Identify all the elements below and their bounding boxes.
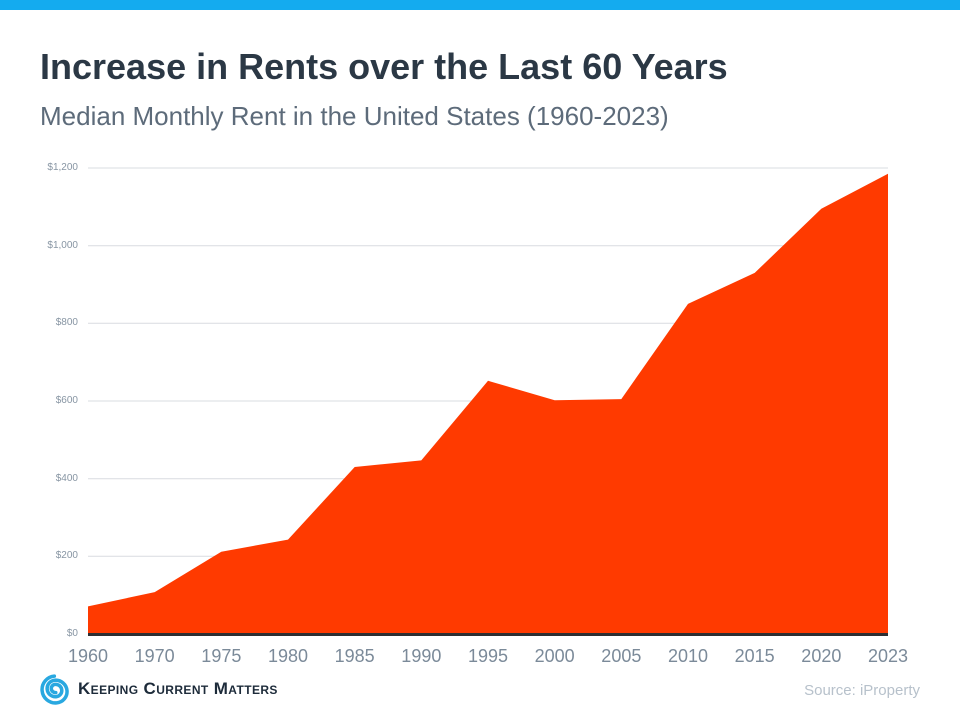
kcm-swirl-icon	[40, 673, 71, 705]
y-tick-label: $400	[55, 472, 78, 484]
x-tick-label: 2010	[667, 646, 709, 666]
y-tick-label: $1,000	[47, 239, 78, 251]
x-tick-label: 2015	[734, 646, 775, 666]
x-tick-label: 1985	[334, 646, 375, 666]
area-chart-svg	[88, 167, 888, 636]
x-axis-line	[88, 633, 888, 636]
kcm-logo: Keeping Current Matters	[40, 672, 278, 706]
y-tick-label: $800	[55, 317, 78, 329]
x-tick-label: 1980	[267, 646, 309, 666]
x-tick-label: 1995	[467, 646, 509, 666]
x-tick-label: 1975	[201, 646, 242, 666]
x-tick-label: 2005	[601, 646, 642, 666]
kcm-logo-text: Keeping Current Matters	[78, 679, 278, 698]
y-tick-label: $600	[55, 395, 78, 406]
x-tick-label: 2000	[534, 646, 575, 666]
page-title: Increase in Rents over the Last 60 Years	[40, 46, 728, 87]
x-tick-label: 2023	[867, 646, 909, 666]
page-subtitle: Median Monthly Rent in the United States…	[40, 101, 669, 131]
rent-area-series	[88, 173, 888, 635]
x-tick-label: 1970	[134, 646, 175, 666]
source-note: Source: iProperty	[804, 682, 920, 699]
x-tick-label: 2020	[801, 646, 842, 666]
y-tick-label: $1,200	[47, 162, 78, 173]
rent-area-chart: $0 $200 $400 $600 $800 $1,000 $1,200 1960 1970 1…	[0, 150, 960, 666]
x-tick-label: 1990	[401, 646, 442, 666]
y-tick-label: $200	[55, 550, 78, 562]
y-tick-label: $0	[66, 628, 78, 639]
top-accent-bar	[0, 0, 960, 10]
x-tick-label: 1960	[67, 646, 109, 666]
